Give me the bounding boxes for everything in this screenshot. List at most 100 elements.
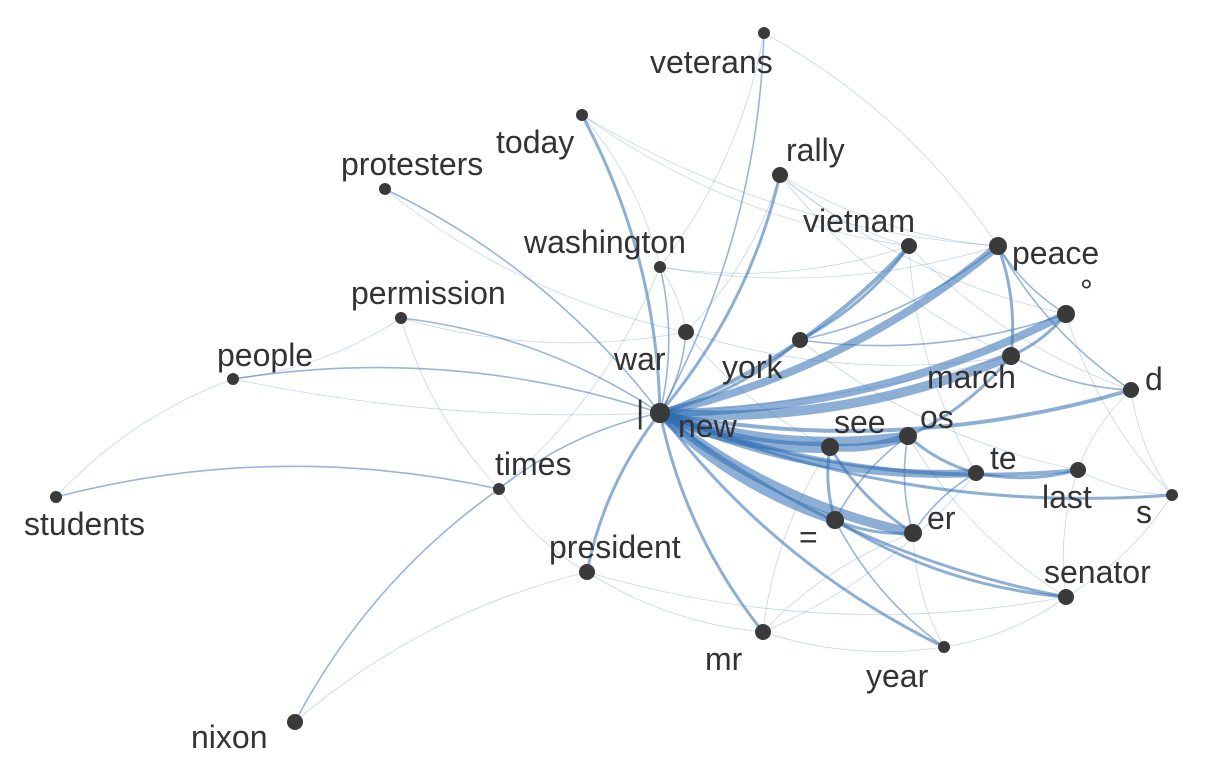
node-equals <box>826 511 844 529</box>
node-degree <box>1057 305 1075 323</box>
edge-os-senator <box>907 435 1067 598</box>
edge-times-nixon <box>294 488 500 723</box>
edge-new-last <box>658 411 1080 477</box>
edge-new-veterans <box>659 32 765 414</box>
edge-war-march <box>685 331 1012 366</box>
node-label-york: york <box>722 349 783 385</box>
node-label-last: last <box>1042 479 1092 515</box>
edge-people-permission <box>232 317 402 380</box>
edge-new-today <box>580 113 662 415</box>
edge-washington-today <box>581 114 661 268</box>
edge-vietnam-te <box>908 245 977 474</box>
edge-times-washington <box>498 266 661 490</box>
edge-today-vietnam <box>581 114 910 247</box>
edge-people-students <box>55 378 234 498</box>
edge-new-washington <box>659 266 670 414</box>
edge-peace-d <box>997 245 1132 391</box>
node-os <box>899 427 917 445</box>
node-d <box>1123 382 1139 398</box>
edge-rally-march <box>779 174 1012 357</box>
node-label-mr: mr <box>705 641 743 677</box>
edge-last-senator <box>1062 469 1079 598</box>
edge-york-last <box>799 339 1079 471</box>
edge-new-people <box>232 366 661 414</box>
edge-te-last <box>974 468 1080 480</box>
node-er <box>904 524 922 542</box>
edge-war-rally <box>685 174 781 333</box>
edge-new-permission <box>400 317 661 414</box>
nodes-layer <box>50 27 1178 730</box>
edge-d-s <box>1130 389 1173 496</box>
node-nixon <box>287 714 303 730</box>
edge-os-er <box>903 435 914 534</box>
edge-people-march <box>232 355 1012 416</box>
edge-washington-peace <box>659 245 999 279</box>
edge-york-peace <box>799 245 999 341</box>
edge-vietnam-d <box>908 245 1132 391</box>
edge-president-mr <box>586 571 764 633</box>
edge-new-s <box>658 411 1174 500</box>
edge-new-d <box>658 388 1133 433</box>
edge-senator-s <box>1065 494 1173 598</box>
node-permission <box>395 312 407 324</box>
node-label-president: president <box>549 529 681 565</box>
edge-new-mr <box>658 411 765 634</box>
edge-mr-te <box>762 472 977 633</box>
edge-equals-senator <box>833 518 1068 599</box>
edge-york-degree <box>799 313 1067 347</box>
edge-new-times <box>498 412 661 490</box>
node-label-people: people <box>217 337 313 373</box>
node-label-os: os <box>920 399 954 435</box>
node-mr <box>755 624 771 640</box>
node-today <box>576 109 588 121</box>
edge-march-peace <box>996 244 1015 358</box>
node-label-equals: = <box>799 519 818 555</box>
edge-washington-veterans <box>659 32 765 268</box>
edge-degree-s <box>1065 313 1173 496</box>
node-label-today: today <box>496 124 574 160</box>
edge-year-senator <box>943 596 1067 648</box>
node-s <box>1166 489 1178 501</box>
node-label-nixon: nixon <box>191 719 268 755</box>
node-president <box>579 564 595 580</box>
edge-washington-vietnam <box>659 245 910 274</box>
node-protesters <box>379 183 391 195</box>
node-label-war: war <box>613 341 666 377</box>
node-washington <box>654 261 666 273</box>
edge-os-equals <box>834 435 909 521</box>
edge-today-peace <box>581 114 999 247</box>
edge-new-peace <box>656 242 1002 417</box>
edge-president-senator <box>586 571 1067 615</box>
edges-layer <box>55 32 1174 723</box>
node-label-er: er <box>927 500 956 536</box>
edge-mr-year <box>762 631 945 653</box>
node-label-senator: senator <box>1044 554 1151 590</box>
node-label-permission: permission <box>351 275 506 311</box>
edge-rally-degree <box>779 174 1067 315</box>
node-label-degree: ° <box>1080 273 1093 309</box>
node-label-march: march <box>927 359 1016 395</box>
node-year <box>938 641 950 653</box>
node-label-veterans: veterans <box>650 44 773 80</box>
node-label-times: times <box>495 446 571 482</box>
edge-see-er <box>828 445 915 535</box>
node-label-new: new <box>678 408 738 444</box>
node-label-peace: peace <box>1012 235 1099 271</box>
node-march <box>1002 347 1020 365</box>
edge-president-nixon <box>294 571 588 723</box>
node-see <box>821 438 839 456</box>
node-label-te: te <box>990 440 1017 476</box>
edge-d-last <box>1077 389 1132 471</box>
edge-new-degree <box>656 310 1070 417</box>
node-label-protesters: protesters <box>341 146 483 182</box>
edge-war-see <box>685 331 831 448</box>
edge-new-rally <box>658 173 782 415</box>
node-label-d: d <box>1145 361 1163 397</box>
edge-er-mr <box>762 532 914 633</box>
node-veterans <box>758 27 770 39</box>
edge-permission-war <box>400 317 687 344</box>
node-label-students: students <box>24 506 145 542</box>
labels-layer: veterans today rally protesters vietnam peace… <box>24 44 1163 755</box>
edge-peace-veterans <box>763 32 999 247</box>
